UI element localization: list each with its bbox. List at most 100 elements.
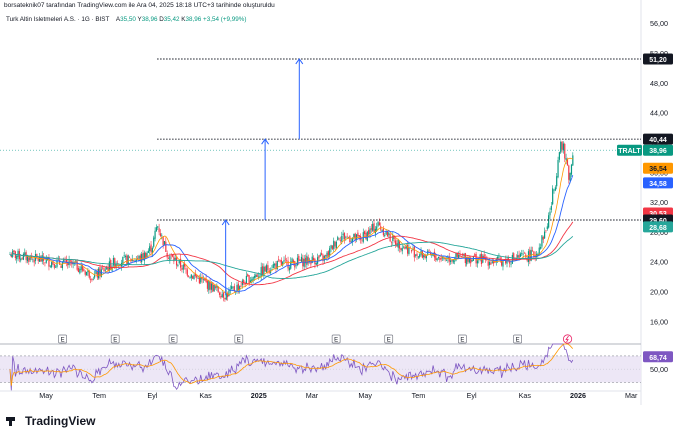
high-value: 38,96 <box>141 16 158 23</box>
candle-body <box>354 233 356 240</box>
lightning-icon <box>565 335 569 343</box>
candle-body <box>76 261 78 270</box>
earnings-marker <box>234 334 244 344</box>
candle-body <box>509 261 511 264</box>
candle-body <box>349 235 351 243</box>
candle-body <box>37 258 39 261</box>
high-label: Y <box>137 16 142 23</box>
candle-body <box>408 247 410 255</box>
candle-body <box>213 284 215 292</box>
candle-body <box>424 254 426 258</box>
price-tick-label: 44,00 <box>650 109 668 118</box>
candle-body <box>471 259 473 262</box>
price-label-text: 36,54 <box>649 166 667 173</box>
candle-body <box>291 258 293 264</box>
candle-body <box>182 264 184 270</box>
candle-body <box>456 252 458 257</box>
candle-body <box>542 236 544 240</box>
earnings-marker-label: E <box>387 338 391 344</box>
candle-body <box>67 262 69 266</box>
time-axis-label: Kas <box>519 391 532 400</box>
candle-body <box>119 265 121 267</box>
time-axis-label: 2025 <box>251 391 267 400</box>
candle-body <box>210 283 213 290</box>
candle-body <box>368 230 370 235</box>
candle-body <box>416 253 418 256</box>
tradingview-logo-icon <box>6 416 22 426</box>
candle-body <box>106 267 108 270</box>
candle-body <box>333 240 335 249</box>
candle-body <box>496 256 499 259</box>
open-value: 35,50 <box>120 16 136 23</box>
candle-body <box>282 261 284 266</box>
price-label-text: 51,20 <box>649 57 667 64</box>
tradingview-logo[interactable]: TradingView <box>6 414 95 428</box>
candle-body <box>236 285 238 291</box>
candle-body <box>419 254 421 258</box>
candle-body <box>53 263 55 268</box>
price-label-tag <box>643 144 673 156</box>
candle-body <box>544 231 546 239</box>
candle-body <box>264 266 266 272</box>
candle-body <box>165 241 167 252</box>
candle-body <box>460 256 462 257</box>
candle-body <box>271 269 273 270</box>
time-axis-label: Mar <box>625 391 638 400</box>
candle-body <box>188 276 190 277</box>
price-label-text: 40,44 <box>649 137 667 144</box>
candle-body <box>124 255 127 258</box>
candle-body <box>99 267 101 277</box>
candle-body <box>278 259 280 261</box>
candle-body <box>212 282 214 292</box>
candle-body <box>249 280 252 283</box>
candle-body <box>29 256 31 261</box>
candle-body <box>507 257 509 260</box>
price-label-tag <box>617 144 642 156</box>
candle-body <box>468 257 470 263</box>
candle-body <box>45 259 47 263</box>
candle-body <box>412 248 414 251</box>
candle-body <box>139 255 141 261</box>
low-value: 35,42 <box>163 16 180 23</box>
candle-body <box>546 226 548 230</box>
earnings-marker <box>513 334 522 344</box>
candle-body <box>63 259 65 263</box>
candle-body <box>566 158 569 166</box>
candle-body <box>145 252 147 259</box>
candle-body <box>157 226 159 228</box>
candle-body <box>307 257 309 264</box>
candle-body <box>393 237 395 239</box>
candle-body <box>216 285 218 288</box>
candle-body <box>237 283 239 291</box>
candle-body <box>126 255 128 265</box>
candle-body <box>381 230 383 232</box>
candle-body <box>400 248 402 250</box>
candle-body <box>155 227 158 232</box>
candle-body <box>539 247 542 249</box>
candle-body <box>436 258 438 261</box>
candle-body <box>227 293 229 298</box>
candle-body <box>184 263 186 267</box>
candle-body <box>300 256 303 262</box>
candle-body <box>28 257 30 262</box>
candle-body <box>394 240 397 245</box>
candle-body <box>81 265 84 271</box>
candle-body <box>225 293 227 300</box>
candle-body <box>33 259 35 263</box>
candle-body <box>527 251 530 263</box>
candle-body <box>142 252 144 260</box>
candle-body <box>428 250 430 252</box>
candle-body <box>263 266 265 275</box>
candle-body <box>568 165 570 180</box>
time-axis-label: Eyl <box>147 391 157 400</box>
candle-body <box>162 236 164 246</box>
candle-body <box>491 261 493 264</box>
candle-body <box>128 257 131 258</box>
candle-body <box>104 269 106 271</box>
close-value: 38,96 <box>185 16 202 23</box>
candle-body <box>259 276 261 277</box>
candle-body <box>357 232 359 237</box>
candle-body <box>231 286 233 289</box>
candle-body <box>24 252 26 255</box>
